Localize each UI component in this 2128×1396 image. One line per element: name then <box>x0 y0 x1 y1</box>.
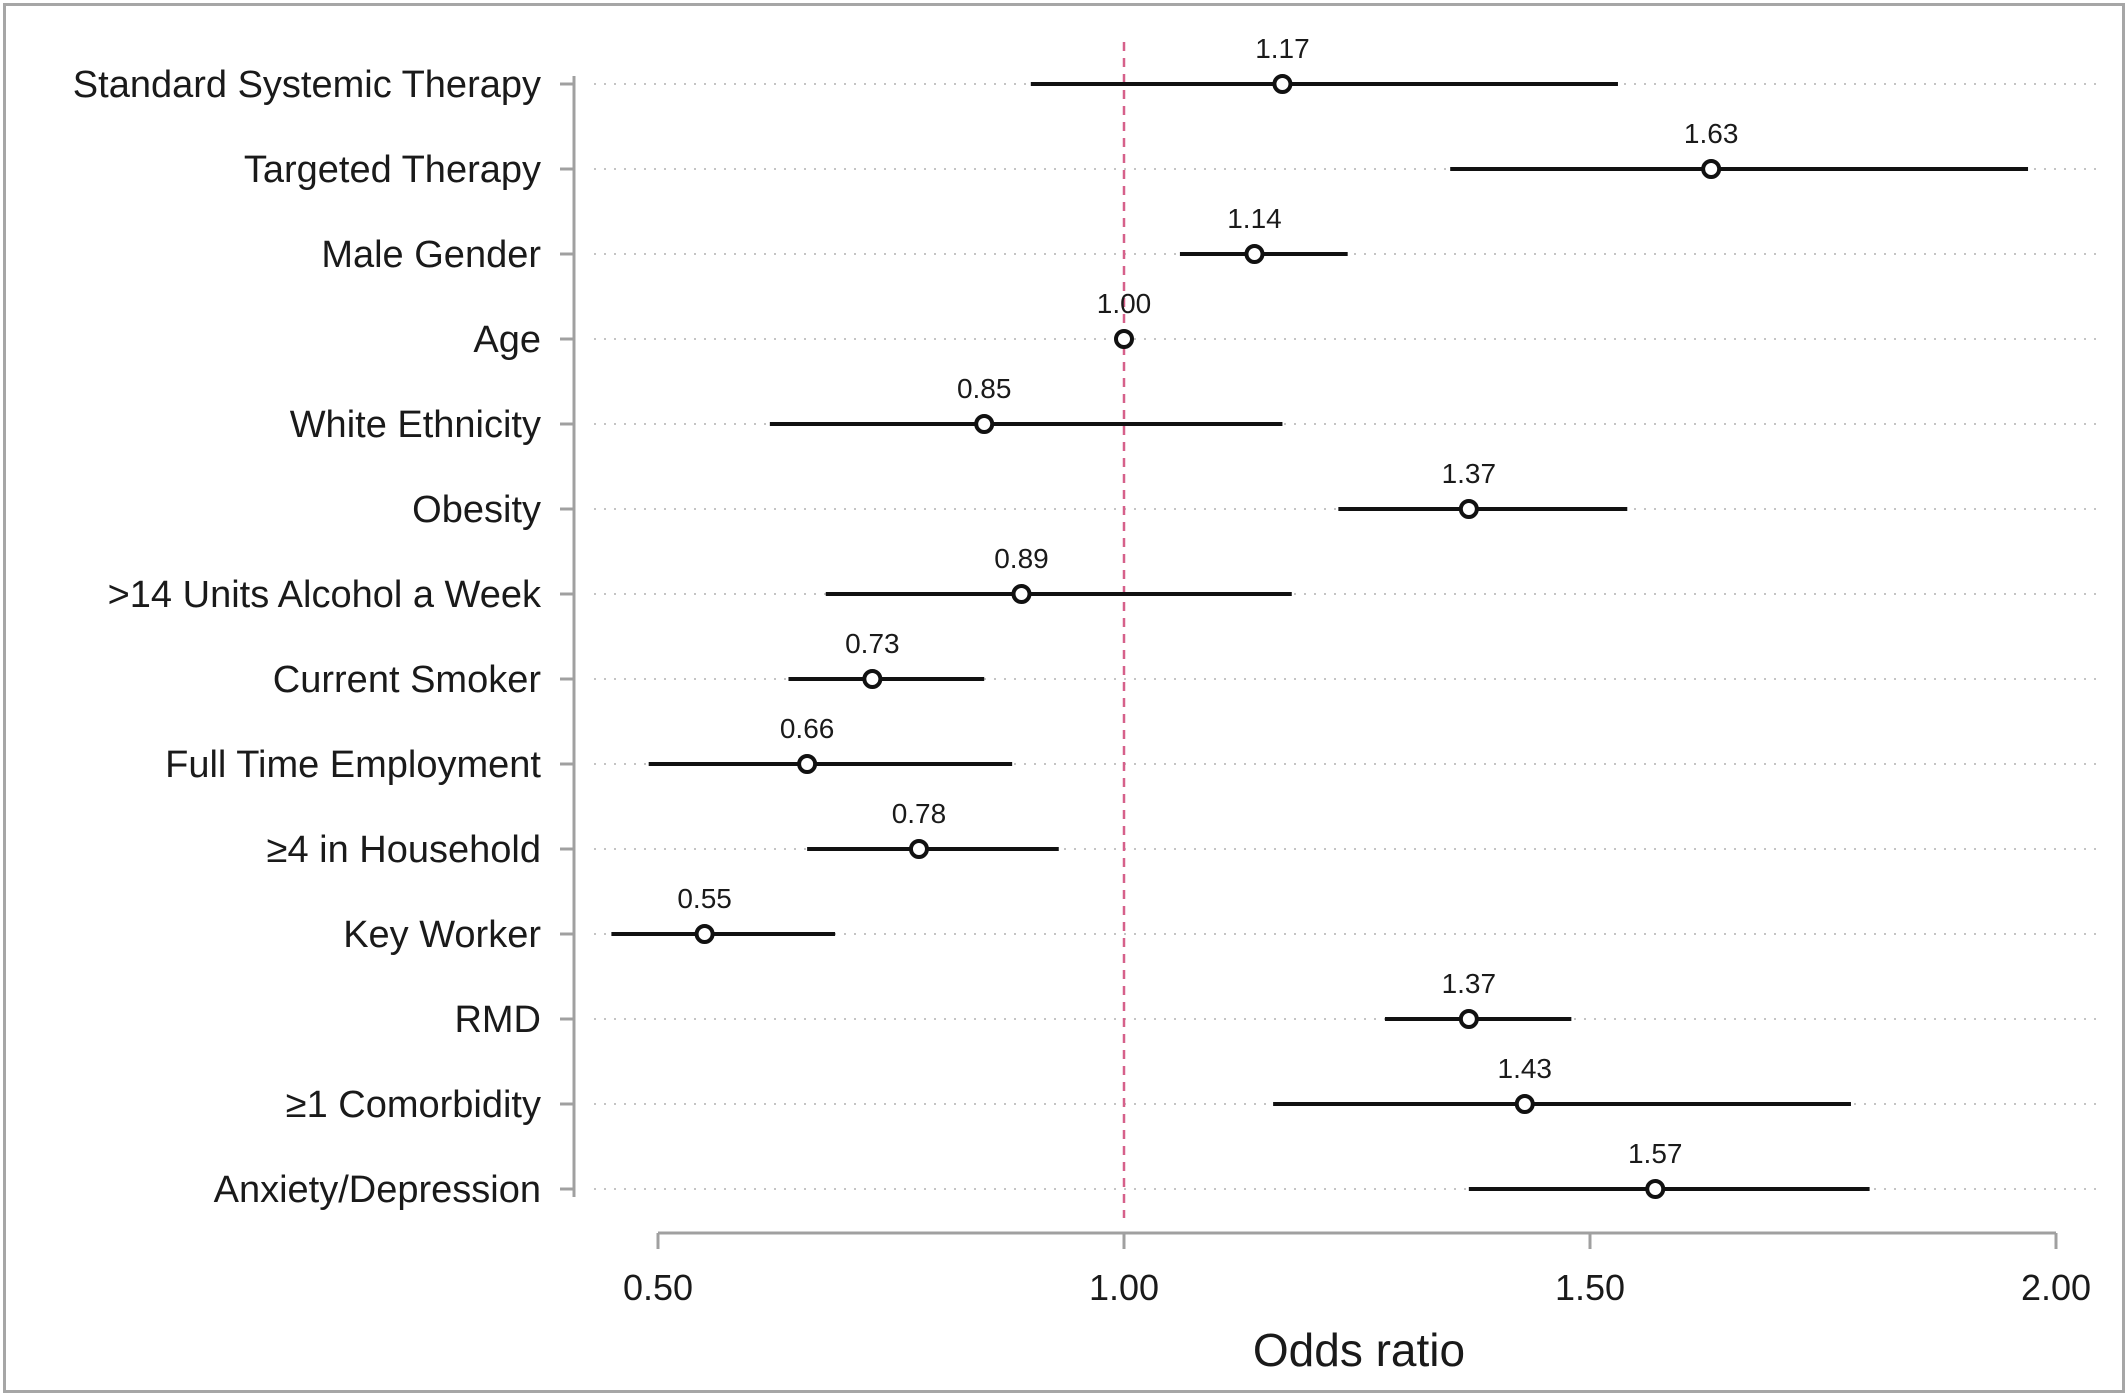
category-label: White Ethnicity <box>290 404 541 446</box>
category-label: RMD <box>454 999 541 1041</box>
value-label: 0.85 <box>957 373 1012 404</box>
category-label: Male Gender <box>321 234 541 276</box>
point-estimate <box>1514 1094 1535 1114</box>
y-axis: Standard Systemic Therapy Targeted Therap… <box>73 64 576 1211</box>
category-label: Standard Systemic Therapy <box>73 64 541 106</box>
category-label: ≥4 in Household <box>267 829 541 871</box>
value-label: 1.37 <box>1442 968 1497 999</box>
category-label: Key Worker <box>343 914 541 956</box>
point-estimate <box>1244 244 1265 264</box>
gridlines <box>594 83 2096 1190</box>
point-estimate <box>974 414 995 434</box>
point-estimate <box>1272 74 1293 94</box>
x-axis: 0.50 1.00 1.50 2.00 <box>623 1231 2091 1308</box>
point-estimate <box>694 924 715 944</box>
value-label: 1.00 <box>1097 288 1152 319</box>
value-label: 1.57 <box>1628 1138 1683 1169</box>
value-label: 0.89 <box>994 543 1049 574</box>
category-label: Full Time Employment <box>165 744 541 786</box>
point-estimate <box>797 754 818 774</box>
value-label: 1.14 <box>1227 203 1282 234</box>
figure-frame <box>3 3 2125 1393</box>
data-marks: 1.17 1.63 1.14 1.00 0.85 1.37 0.89 0.73 0.66 0.78… <box>611 33 2029 1199</box>
category-label: Targeted Therapy <box>244 149 541 191</box>
x-tick-label: 2.00 <box>2021 1267 2091 1308</box>
category-label: Age <box>473 319 541 361</box>
value-label: 0.66 <box>780 713 835 744</box>
point-estimate <box>1011 584 1032 604</box>
point-estimate <box>1114 329 1134 349</box>
point-estimate <box>1645 1179 1666 1199</box>
point-estimate <box>1701 159 1722 179</box>
value-label: 0.73 <box>845 628 900 659</box>
value-label: 1.63 <box>1684 118 1739 149</box>
value-label: 1.43 <box>1498 1053 1553 1084</box>
category-label: >14 Units Alcohol a Week <box>108 574 542 616</box>
point-estimate <box>1458 499 1479 519</box>
point-estimate <box>1458 1009 1479 1029</box>
category-label: Anxiety/Depression <box>214 1169 541 1211</box>
value-label: 1.17 <box>1255 33 1310 64</box>
x-axis-title: Odds ratio <box>1253 1324 1465 1376</box>
x-tick-label: 1.00 <box>1089 1267 1159 1308</box>
point-estimate <box>908 839 929 859</box>
value-label: 0.78 <box>892 798 947 829</box>
category-label: Current Smoker <box>273 659 542 701</box>
category-label: Obesity <box>412 489 541 531</box>
category-label: ≥1 Comorbidity <box>286 1084 541 1126</box>
value-label: 0.55 <box>677 883 732 914</box>
x-tick-label: 0.50 <box>623 1267 693 1308</box>
value-label: 1.37 <box>1442 458 1497 489</box>
x-tick-label: 1.50 <box>1555 1267 1625 1308</box>
point-estimate <box>862 669 883 689</box>
